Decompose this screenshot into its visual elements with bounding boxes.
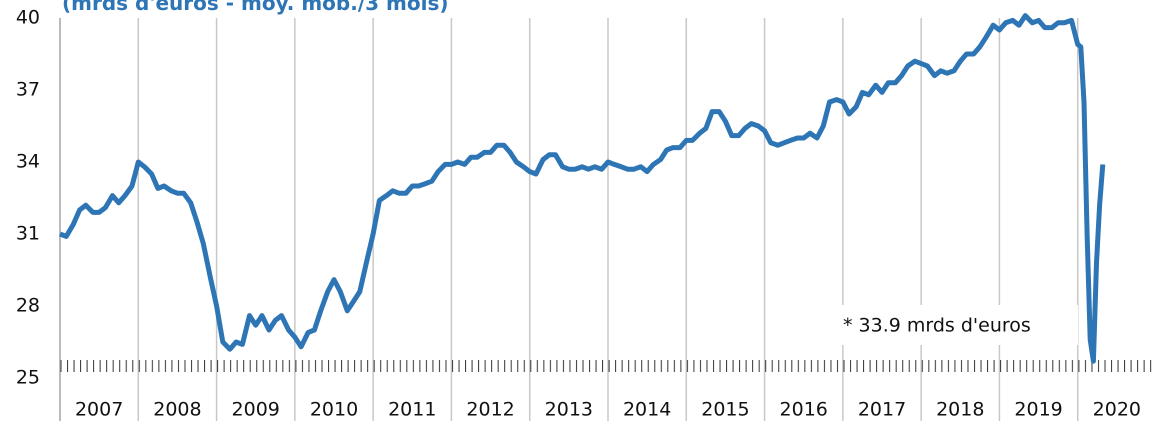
y-tick-label: 28 [16, 295, 40, 317]
y-tick-label: 25 [16, 367, 40, 389]
annotation: * 33.9 mrds d'euros [843, 315, 1031, 337]
annotation-box [833, 305, 1078, 345]
x-tick-label: 2013 [545, 399, 593, 421]
y-tick-label: 40 [16, 7, 40, 29]
x-tick-label: 2018 [936, 399, 984, 421]
x-tick-label: 2014 [623, 399, 671, 421]
x-tick-label: 2007 [75, 399, 123, 421]
x-tick-label: 2012 [466, 399, 514, 421]
y-tick-label: 34 [16, 151, 40, 173]
x-tick-label: 2019 [1014, 399, 1062, 421]
chart-title: (mrds d'euros - moy. mob./3 mois) [62, 0, 449, 15]
x-tick-label: 2008 [153, 399, 201, 421]
x-tick-label: 2017 [858, 399, 906, 421]
y-tick-label: 37 [16, 79, 40, 101]
x-tick-label: 2016 [780, 399, 828, 421]
minor-ticks [60, 360, 1156, 372]
x-tick-label: 2010 [310, 399, 358, 421]
series-line [59, 13, 1106, 364]
y-tick-label: 31 [16, 223, 40, 245]
x-tick-label: 2011 [388, 399, 436, 421]
x-tick-label: 2020 [1093, 399, 1141, 421]
x-tick-label: 2009 [232, 399, 280, 421]
x-tick-label: 2015 [701, 399, 749, 421]
